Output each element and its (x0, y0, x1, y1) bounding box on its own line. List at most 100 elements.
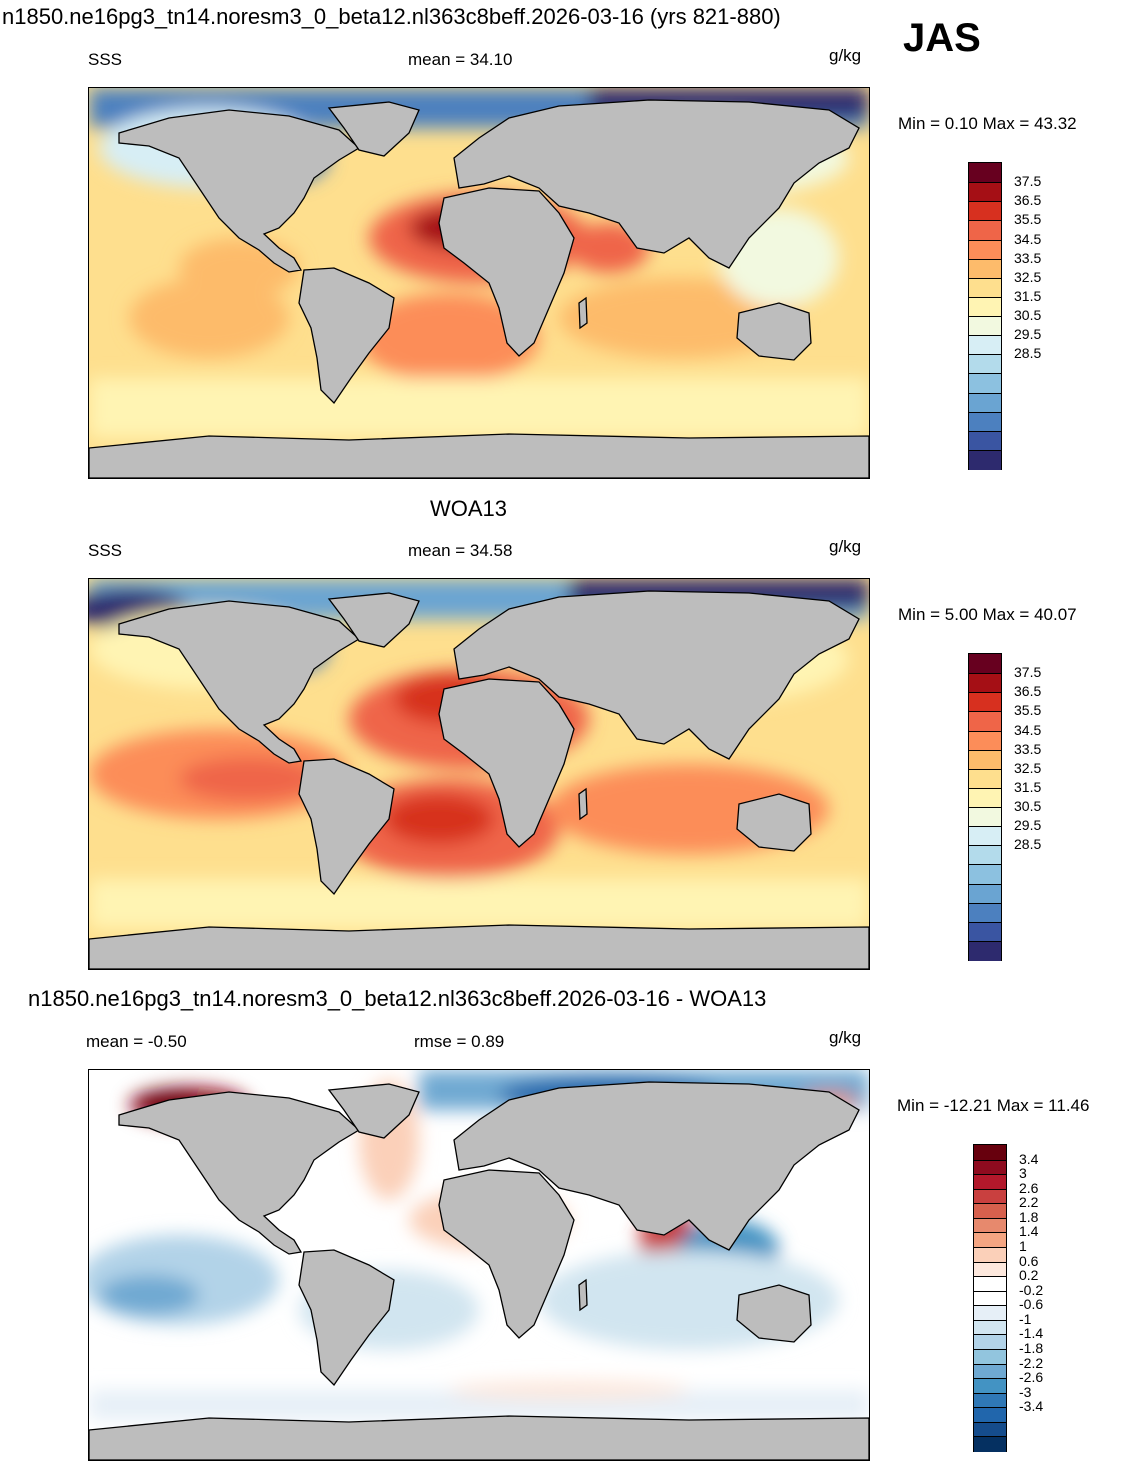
panel1-mean: mean = 34.10 (408, 50, 513, 69)
colorbar-tick-label: -0.2 (1019, 1281, 1044, 1298)
colorbar-tick-label: 33.5 (1014, 740, 1042, 757)
colorbar-swatch (969, 411, 1001, 432)
colorbar-swatch (969, 335, 1001, 356)
colorbar-tick-label: -2.2 (1019, 1354, 1044, 1371)
madagascar-landmass (578, 296, 588, 330)
colorbar-swatch (974, 1305, 1006, 1321)
greenland-landmass (327, 101, 420, 157)
colorbar-swatch (969, 296, 1001, 317)
colorbar-swatch (969, 921, 1001, 942)
colorbar-tick-label: 3.4 (1019, 1150, 1039, 1167)
panel3-units: g/kg (829, 1028, 862, 1047)
greenland-landmass (327, 592, 420, 648)
colorbar-tick-label: 0.6 (1019, 1252, 1039, 1269)
field-patch (179, 757, 319, 801)
australia-landmass (736, 793, 812, 852)
colorbar-tick-label: 37.5 (1014, 173, 1042, 190)
colorbar-swatch (969, 768, 1001, 789)
colorbar-swatch (969, 902, 1001, 923)
colorbar-tick-label: -1.4 (1019, 1325, 1044, 1342)
panel2-title: WOA13 (430, 496, 508, 521)
colorbar-tick-label: 35.5 (1014, 211, 1042, 228)
colorbar-swatch (969, 654, 1001, 675)
north-america-landmass (118, 1091, 361, 1255)
panel2-minmax: Min = 5.00 Max = 40.07 (898, 605, 1077, 624)
panel2-colorbar (968, 653, 1002, 961)
colorbar-swatch (969, 373, 1001, 394)
woa13-sss-map (88, 578, 870, 970)
panel3-rmse: rmse = 0.89 (414, 1032, 505, 1051)
colorbar-swatch (969, 316, 1001, 337)
colorbar-swatch (969, 807, 1001, 828)
eurasia-landmass (453, 590, 860, 760)
colorbar-swatch (969, 883, 1001, 904)
colorbar-tick-label: 30.5 (1014, 798, 1042, 814)
colorbar-swatch (974, 1232, 1006, 1248)
colorbar-swatch (974, 1247, 1006, 1263)
field-patch (449, 1380, 689, 1400)
colorbar-tick-label: 36.5 (1014, 192, 1042, 209)
model-sss-map (88, 87, 870, 479)
colorbar-tick-label: 1.8 (1019, 1208, 1039, 1225)
colorbar-swatch (969, 392, 1001, 413)
colorbar-swatch (969, 239, 1001, 260)
colorbar-swatch (969, 449, 1001, 470)
field-patch (384, 794, 494, 844)
australia-landmass (736, 1284, 812, 1343)
colorbar-tick-label: 31.5 (1014, 287, 1042, 304)
colorbar-tick-label: 3 (1019, 1165, 1027, 1182)
colorbar-swatch (974, 1290, 1006, 1307)
panel1-units: g/kg (829, 46, 862, 65)
colorbar-tick-label: 36.5 (1014, 683, 1042, 700)
field-patch (89, 879, 869, 929)
colorbar-tick-label: -0.6 (1019, 1296, 1044, 1313)
field-patch (89, 378, 869, 438)
colorbar-swatch (969, 940, 1001, 961)
panel3-minmax: Min = -12.21 Max = 11.46 (897, 1096, 1090, 1115)
colorbar-tick-label: 35.5 (1014, 702, 1042, 719)
eurasia-landmass (453, 99, 860, 269)
colorbar-tick-label: -2.6 (1019, 1369, 1044, 1386)
colorbar-tick-label: 33.5 (1014, 249, 1042, 266)
colorbar-tick-label: 31.5 (1014, 778, 1042, 795)
colorbar-tick-label: 2.6 (1019, 1179, 1039, 1196)
greenland-landmass (327, 1083, 420, 1139)
antarctica-landmass (89, 433, 869, 478)
colorbar-tick-label: 0.2 (1019, 1267, 1039, 1284)
north-america-landmass (118, 600, 361, 764)
map-canvas (89, 579, 869, 969)
colorbar-tick-label: 29.5 (1014, 817, 1042, 834)
panel1-variable: SSS (88, 50, 123, 69)
colorbar-swatch (969, 430, 1001, 451)
case-title: n1850.ne16pg3_tn14.noresm3_0_beta12.nl36… (2, 4, 781, 29)
antarctica-landmass (89, 1415, 869, 1460)
africa-landmass (438, 187, 575, 357)
colorbar-swatch (974, 1174, 1006, 1190)
panel1-colorbar (968, 162, 1002, 470)
colorbar-tick-label: 32.5 (1014, 759, 1042, 776)
colorbar-swatch (974, 1421, 1006, 1438)
colorbar-swatch (969, 220, 1001, 241)
colorbar-tick-label: 2.2 (1019, 1194, 1039, 1211)
north-america-landmass (118, 109, 361, 273)
africa-landmass (438, 1169, 575, 1339)
australia-landmass (736, 302, 812, 361)
field-patch (99, 1275, 199, 1315)
colorbar-swatch (974, 1261, 1006, 1278)
colorbar-tick-label: 29.5 (1014, 326, 1042, 343)
difference-map (88, 1069, 870, 1461)
colorbar-tick-label: -1.8 (1019, 1340, 1044, 1356)
eurasia-landmass (453, 1081, 860, 1251)
colorbar-swatch (974, 1276, 1006, 1292)
colorbar-swatch (969, 845, 1001, 866)
antarctica-landmass (89, 924, 869, 969)
colorbar-swatch (969, 787, 1001, 808)
panel2-mean: mean = 34.58 (408, 541, 513, 560)
panel2-units: g/kg (829, 537, 862, 556)
colorbar-swatch (969, 692, 1001, 713)
colorbar-tick-label: -1 (1019, 1310, 1032, 1327)
field-patch (359, 293, 539, 383)
colorbar-tick-label: -3.4 (1019, 1398, 1044, 1415)
colorbar-swatch (969, 711, 1001, 732)
panel3-title: n1850.ne16pg3_tn14.noresm3_0_beta12.nl36… (28, 986, 767, 1011)
